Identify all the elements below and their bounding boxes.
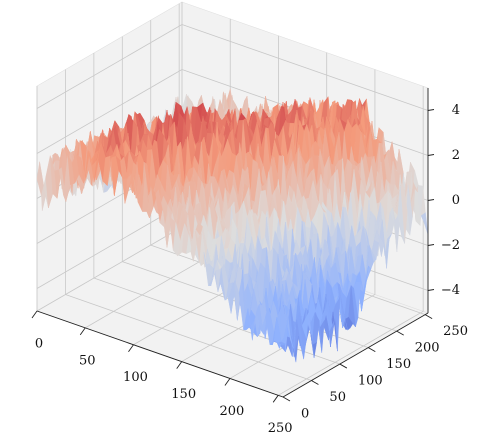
- y-tick-mark: [396, 330, 404, 336]
- grid-line-x: [277, 310, 424, 396]
- x-tick-label: 50: [79, 353, 96, 368]
- z-tick-label: 2: [452, 148, 460, 163]
- surface-facet: [278, 341, 287, 346]
- x-tick-mark: [272, 395, 279, 403]
- x-tick-mark: [79, 327, 86, 336]
- y-tick-mark: [282, 396, 291, 402]
- y-tick-label: 0: [301, 407, 309, 422]
- x-tick-mark: [31, 310, 38, 319]
- grid-line-z: [36, 204, 183, 289]
- grid-line-x: [36, 226, 183, 312]
- grid-line-y: [65, 294, 312, 381]
- grid-line-z: [36, 24, 183, 109]
- x-axis-line: [36, 310, 284, 398]
- y-tick-label: 50: [329, 390, 346, 405]
- y-axis-line: [282, 312, 429, 398]
- z-tick-label: −2: [441, 238, 460, 253]
- x-tick-mark: [224, 378, 231, 386]
- grid-line-z: [36, 69, 183, 154]
- x-tick-mark: [128, 344, 134, 352]
- z-tick-mark: [427, 154, 435, 156]
- y-tick-mark: [339, 363, 348, 369]
- grid-line-y: [93, 277, 340, 365]
- y-tick-mark: [424, 314, 433, 320]
- y-tick-label: 100: [358, 374, 383, 389]
- y-tick-mark: [311, 380, 319, 385]
- grid-line-z: [181, 24, 429, 111]
- surface-mesh: [36, 88, 429, 363]
- z-tick-label: 0: [452, 193, 460, 208]
- y-tick-mark: [368, 347, 376, 352]
- x-tick-label: 0: [35, 337, 43, 352]
- z-tick-mark: [427, 109, 435, 111]
- y-tick-label: 150: [386, 357, 411, 372]
- x-tick-label: 250: [268, 421, 293, 434]
- x-tick-label: 150: [171, 387, 196, 402]
- x-tick-label: 200: [220, 404, 245, 419]
- z-tick-mark: [427, 199, 435, 201]
- z-tick-mark: [427, 289, 435, 291]
- x-tick-label: 100: [123, 370, 148, 385]
- x-tick-mark: [176, 361, 183, 369]
- tick-marks: [31, 109, 435, 403]
- z-tick-label: −4: [441, 283, 460, 298]
- y-tick-label: 250: [443, 324, 468, 339]
- y-tick-label: 200: [415, 341, 440, 356]
- z-tick-label: 4: [452, 103, 460, 118]
- z-tick-mark: [427, 244, 435, 246]
